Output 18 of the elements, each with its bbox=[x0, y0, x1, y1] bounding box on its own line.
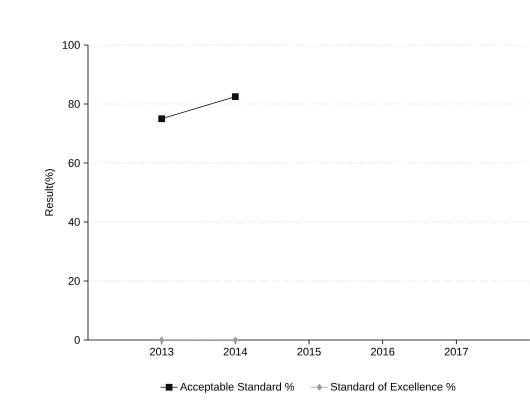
y-tick-label: 20 bbox=[68, 277, 80, 285]
y-tick-label: 60 bbox=[68, 159, 80, 167]
point bbox=[232, 93, 239, 100]
point bbox=[159, 336, 164, 344]
legend-label: Standard of Excellence % bbox=[330, 382, 456, 391]
legend-label: Acceptable Standard % bbox=[180, 382, 294, 393]
x-tick-label: 2016 bbox=[371, 348, 394, 356]
y-tick-label: 100 bbox=[62, 41, 80, 49]
y-tick-label: 40 bbox=[68, 218, 80, 226]
y-tick-label: 0 bbox=[74, 336, 80, 344]
y-axis-title: Result(%) bbox=[44, 169, 56, 216]
x-tick-label: 2015 bbox=[297, 348, 321, 356]
x-tick-label: 2017 bbox=[444, 348, 468, 356]
point bbox=[158, 115, 166, 122]
y-tick-label: 80 bbox=[68, 100, 80, 108]
point bbox=[232, 336, 238, 344]
x-tick-label: 2014 bbox=[224, 348, 248, 356]
x-tick-label: 2013 bbox=[150, 348, 174, 356]
